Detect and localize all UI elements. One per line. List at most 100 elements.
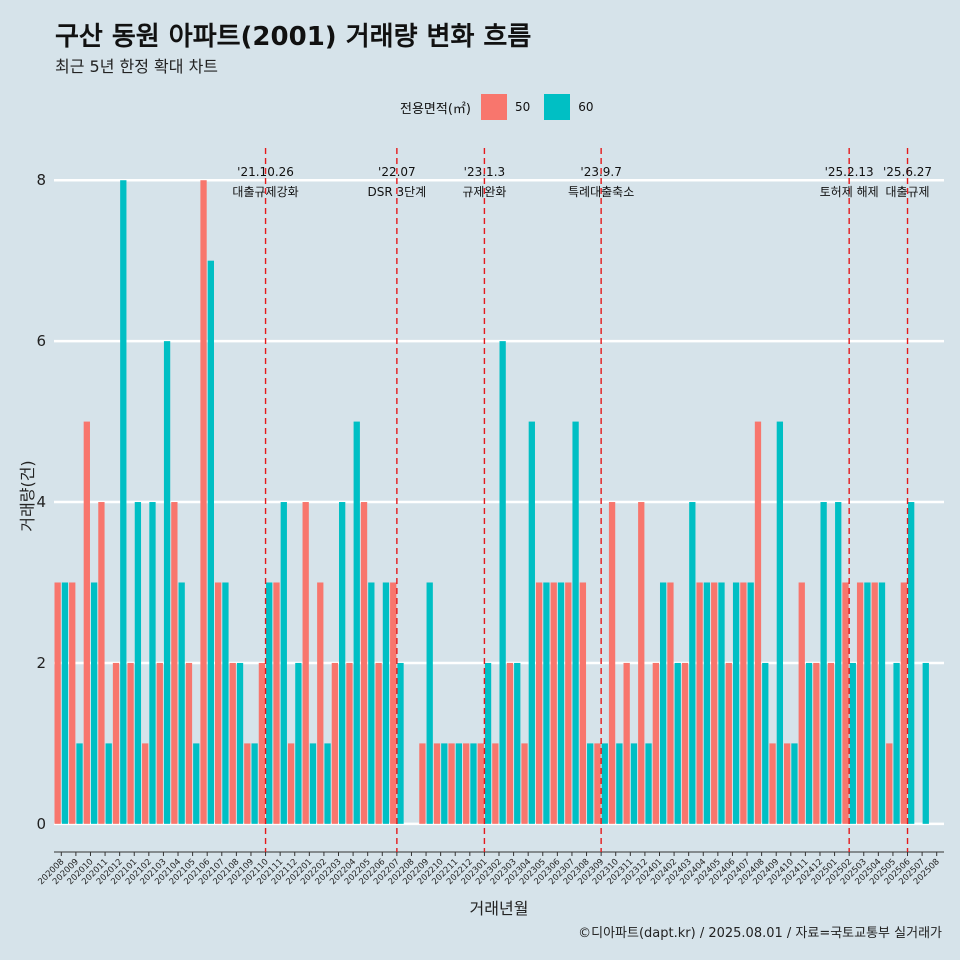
bar-60-202304 — [528, 421, 535, 824]
chart-title: 구산 동원 아파트(2001) 거래량 변화 흐름 — [55, 22, 532, 52]
bar-50-202502 — [842, 582, 849, 824]
bar-50-202206 — [375, 662, 382, 824]
x-axis-title: 거래년월 — [470, 899, 529, 918]
bar-60-202402 — [674, 662, 681, 824]
bar-50-202212 — [463, 743, 470, 824]
bar-60-202110 — [266, 582, 273, 824]
bar-50-202505 — [886, 743, 893, 824]
bar-50-202112 — [287, 743, 295, 824]
bar-60-202502 — [849, 662, 856, 824]
bar-50-202203 — [331, 662, 339, 824]
bar-50-202310 — [608, 502, 616, 824]
y-tick-label: 4 — [36, 493, 46, 511]
bar-50-202503 — [856, 582, 864, 824]
bar-60-202504 — [878, 582, 886, 824]
bar-50-202306 — [550, 582, 557, 824]
bar-50-202405 — [711, 582, 718, 824]
bar-50-202110 — [258, 662, 266, 824]
bar-60-202102 — [149, 502, 156, 824]
bar-60-202309 — [601, 743, 608, 824]
bar-60-202104 — [178, 582, 185, 824]
annotation-label: 규제완화 — [462, 185, 506, 199]
bar-60-202404 — [703, 582, 711, 824]
legend-key-50 — [480, 94, 507, 120]
bar-60-202412 — [820, 502, 827, 824]
bar-60-202203 — [339, 502, 346, 824]
bar-60-202403 — [689, 502, 696, 824]
bar-50-202207 — [390, 582, 397, 824]
bar-60-202211 — [455, 743, 463, 824]
bar-50-202108 — [229, 662, 236, 824]
legend-label-50: 50 — [514, 100, 531, 114]
y-tick-label: 0 — [36, 815, 46, 833]
bar-50-202109 — [244, 743, 251, 824]
bar-60-202109 — [251, 743, 258, 824]
bar-60-202411 — [805, 662, 813, 824]
annotation-label: 토허제 해제 — [820, 185, 879, 199]
bar-50-202412 — [813, 662, 820, 824]
bar-50-202305 — [535, 582, 543, 824]
bar-60-202009 — [76, 743, 83, 824]
legend: 전용면적(㎡) 50 60 — [400, 93, 608, 121]
bar-50-202302 — [492, 743, 499, 824]
bar-60-202401 — [659, 582, 667, 824]
bar-50-202308 — [579, 582, 587, 824]
bar-60-202303 — [514, 662, 521, 824]
bar-50-202210 — [433, 743, 441, 824]
bar-50-202202 — [317, 582, 324, 824]
bar-60-202507 — [922, 662, 929, 824]
bar-50-202312 — [638, 502, 645, 824]
bar-60-202205 — [368, 582, 375, 824]
bar-50-202409 — [769, 743, 776, 824]
bar-60-202212 — [470, 743, 477, 824]
bar-60-202308 — [587, 743, 594, 824]
bar-60-202503 — [864, 582, 871, 824]
bar-50-202506 — [900, 582, 908, 824]
bar-60-202112 — [295, 662, 302, 824]
bar-60-202305 — [543, 582, 550, 824]
bar-50-202501 — [827, 662, 835, 824]
annotation-label: 대출규제 — [885, 185, 929, 199]
bar-50-202010 — [83, 421, 90, 824]
annotation-date: '22.07 — [378, 165, 416, 179]
annotation-date: '25.2.13 — [825, 165, 874, 179]
y-axis-title: 거래량(건) — [18, 460, 37, 531]
legend-label-60: 60 — [578, 100, 594, 114]
bar-60-202311 — [630, 743, 638, 824]
bar-50-202102 — [142, 743, 149, 824]
bar-60-202406 — [732, 582, 740, 824]
bar-50-202012 — [112, 662, 120, 824]
bar-60-202410 — [791, 743, 798, 824]
bar-60-202307 — [572, 421, 579, 824]
bar-60-202405 — [718, 582, 725, 824]
bar-50-202404 — [696, 582, 703, 824]
bar-60-202407 — [747, 582, 754, 824]
bar-50-202111 — [273, 582, 280, 824]
bar-50-202407 — [740, 582, 747, 824]
bar-60-202111 — [280, 502, 287, 824]
bar-60-202105 — [193, 743, 200, 824]
bar-60-202201 — [309, 743, 317, 824]
bar-60-202505 — [893, 662, 900, 824]
bar-60-202204 — [353, 421, 360, 824]
bar-50-202008 — [54, 582, 61, 824]
annotation-date: '21.10.26 — [237, 165, 294, 179]
bar-50-202105 — [185, 662, 193, 824]
bar-60-202207 — [397, 662, 404, 824]
y-tick-label: 6 — [36, 332, 46, 350]
bar-50-202401 — [652, 662, 659, 824]
bar-60-202209 — [426, 582, 433, 824]
chart-subtitle: 최근 5년 한정 확대 차트 — [55, 57, 219, 76]
bar-50-202104 — [171, 502, 178, 824]
bar-60-202103 — [163, 341, 171, 824]
bar-50-202205 — [360, 502, 368, 824]
bar-50-202304 — [521, 743, 528, 824]
bar-50-202301 — [477, 743, 484, 824]
bar-60-202108 — [236, 662, 244, 824]
bar-60-202310 — [616, 743, 623, 824]
bar-50-202408 — [754, 421, 762, 824]
y-tick-label: 2 — [36, 654, 46, 672]
annotation-date: '25.6.27 — [883, 165, 932, 179]
